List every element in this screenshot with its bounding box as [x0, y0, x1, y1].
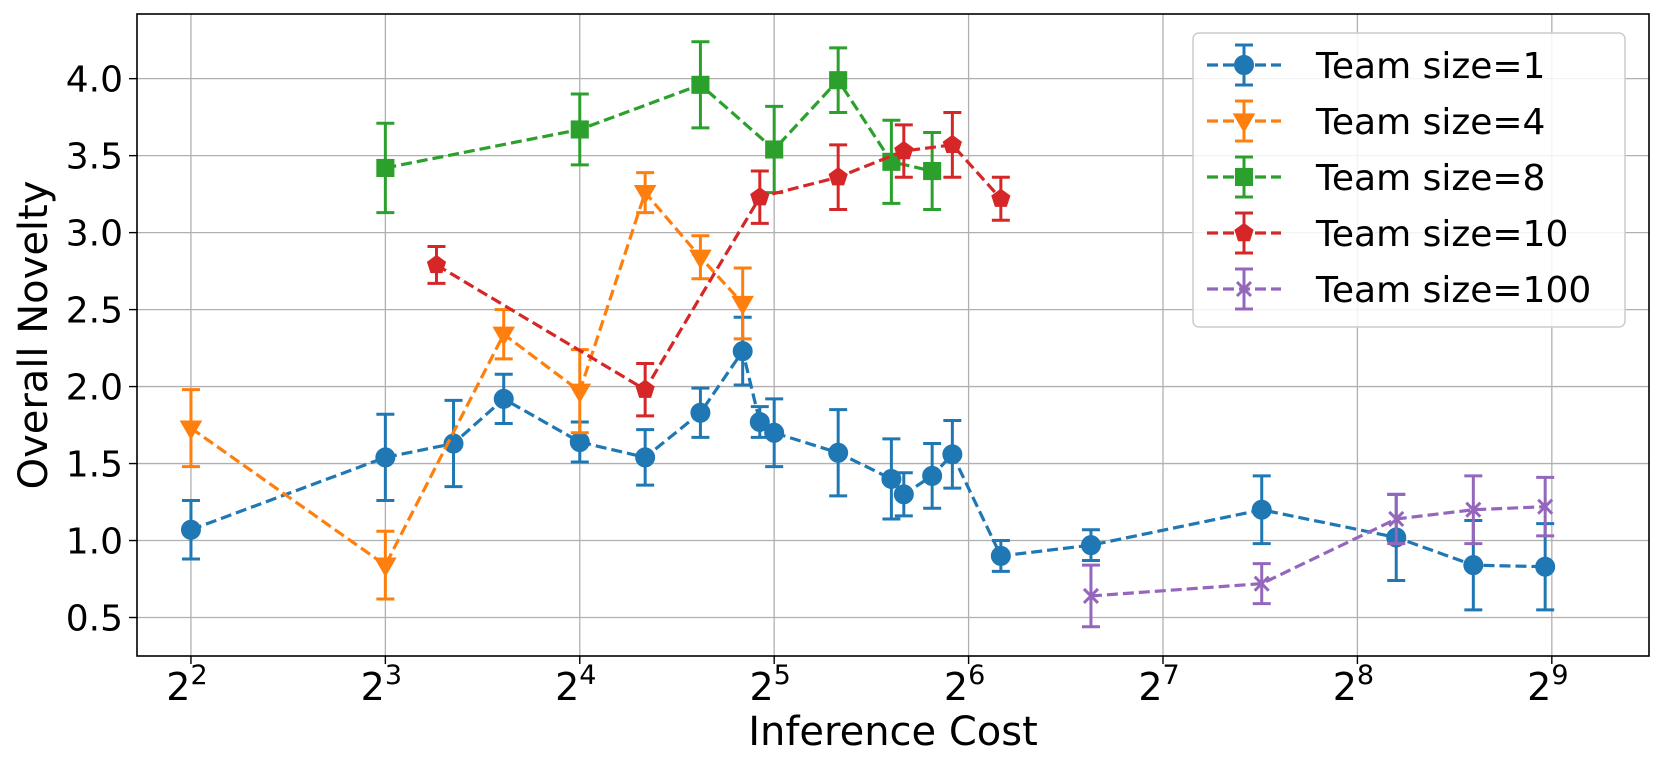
data-point [991, 188, 1011, 207]
legend-marker [1235, 280, 1253, 298]
legend-item: Team size=8 [1207, 155, 1545, 199]
series-4 [426, 111, 1011, 418]
x-axis-label: Inference Cost [748, 709, 1038, 755]
data-point [1463, 555, 1484, 576]
x-tick-label: 26 [944, 660, 985, 709]
data-point [689, 249, 712, 270]
legend-marker [1232, 113, 1256, 133]
x-tick-label: 27 [1138, 660, 1179, 709]
series-2 [179, 171, 754, 601]
data-point [732, 341, 753, 362]
data-point [922, 465, 943, 486]
legend-marker [1234, 55, 1254, 75]
legend-label: Team size=1 [1315, 46, 1545, 87]
x-tick-label: 29 [1527, 660, 1568, 709]
data-point [893, 484, 914, 505]
legend-item: Team size=100 [1207, 267, 1591, 311]
data-point [493, 388, 514, 409]
legend-marker [1234, 222, 1254, 242]
data-point [990, 545, 1011, 566]
data-point [942, 134, 962, 154]
legend-item: Team size=10 [1207, 211, 1568, 255]
ticks: 22 23 24 25 26 27 28 29 0.5 1.0 1.5 2.0 2.5 3.0 3.5 4.0 [66, 60, 1569, 709]
data-point [179, 420, 203, 441]
y-tick-label: 0.5 [66, 599, 123, 640]
y-tick-label: 3.0 [66, 214, 123, 255]
y-tick-label: 2.0 [66, 368, 123, 409]
data-point [426, 254, 447, 274]
data-point [568, 383, 592, 404]
y-tick-label: 1.5 [66, 445, 123, 486]
y-axis-label: Overall Novelty [11, 181, 57, 490]
series-3 [376, 40, 942, 215]
data-point [691, 75, 710, 94]
data-point [828, 442, 849, 463]
legend-item: Team size=4 [1207, 99, 1545, 143]
data-point [374, 557, 397, 578]
legend-label: Team size=8 [1315, 158, 1545, 199]
series-layer [179, 40, 1556, 629]
data-point [492, 326, 516, 347]
data-point [376, 158, 395, 178]
series-5 [1081, 474, 1555, 629]
data-point [180, 519, 201, 540]
data-point [765, 140, 784, 159]
data-point [690, 402, 711, 423]
data-point [881, 468, 902, 489]
data-point [1535, 556, 1556, 577]
data-point [731, 295, 754, 316]
legend-label: Team size=4 [1315, 102, 1545, 143]
data-point [375, 447, 396, 468]
data-point [1251, 499, 1272, 520]
series-line [385, 77, 933, 173]
y-tick-label: 1.0 [66, 522, 123, 563]
data-point [1388, 510, 1405, 528]
data-point [1253, 575, 1270, 592]
x-tick-label: 23 [361, 660, 402, 709]
y-tick-label: 2.5 [66, 291, 123, 332]
series-line [435, 143, 1003, 392]
legend-item: Team size=1 [1207, 43, 1545, 87]
data-point [1080, 535, 1101, 556]
x-tick-label: 25 [749, 660, 790, 709]
data-point [1465, 501, 1482, 518]
series-line [190, 189, 744, 568]
data-point [829, 71, 848, 90]
data-point [1082, 587, 1100, 605]
data-point [633, 184, 657, 205]
data-point [894, 140, 914, 160]
data-point [942, 444, 963, 465]
data-point [635, 447, 656, 468]
data-point [923, 161, 942, 181]
legend-box [1192, 32, 1626, 328]
legend: Team size=1 Team size=4 Team size=8 Team si… [1192, 32, 1626, 328]
data-point [749, 411, 770, 432]
legend-label: Team size=10 [1315, 214, 1568, 255]
data-point [569, 432, 590, 452]
data-point [635, 379, 655, 398]
y-tick-label: 3.5 [66, 137, 123, 178]
data-point [828, 167, 848, 186]
data-point [1537, 498, 1554, 515]
legend-label: Team size=100 [1315, 270, 1591, 311]
x-tick-label: 24 [555, 660, 596, 709]
data-point [750, 187, 770, 206]
legend-marker [1234, 167, 1254, 187]
data-point [764, 422, 785, 443]
y-tick-label: 4.0 [66, 60, 123, 101]
x-tick-label: 22 [166, 660, 207, 709]
data-point [570, 120, 589, 139]
x-tick-label: 28 [1333, 660, 1374, 709]
plot-frame [136, 13, 1650, 657]
